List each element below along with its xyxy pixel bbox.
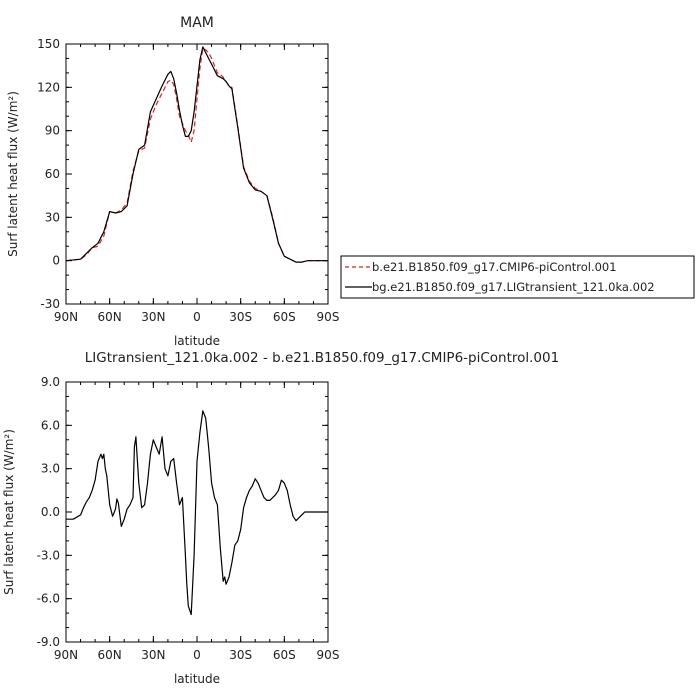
y-tick-label: 9.0 — [41, 375, 60, 389]
x-tick-label: 30S — [229, 648, 252, 662]
series-line-solid-0 — [66, 410, 328, 616]
bottom-panel-frame — [65, 381, 329, 643]
top-panel-frame — [65, 43, 329, 305]
y-tick-label: 6.0 — [41, 418, 60, 432]
legend-box — [340, 255, 695, 299]
y-tick-label: 60 — [45, 167, 60, 181]
x-tick-label: 90N — [54, 310, 78, 324]
bottom-panel-series — [66, 410, 328, 616]
y-tick-label: 30 — [45, 210, 60, 224]
x-tick-label: 90S — [317, 648, 340, 662]
top-panel-series — [65, 46, 328, 263]
x-tick-label: 30N — [141, 310, 165, 324]
x-tick-label: 0 — [193, 310, 201, 324]
bottom-panel-ylabel: Surf latent heat flux (W/m²) — [2, 429, 16, 595]
top-panel-axes: 90N 60N 30N 0 30S 60S 90S -30 0 30 60 90 120 150 — [37, 37, 339, 324]
bottom-panel: LIGtransient_121.0ka.002 - b.e21.B1850.f… — [2, 350, 559, 686]
top-panel-xlabel: latitude — [174, 334, 220, 348]
top-panel-ylabel: Surf latent heat flux (W/m²) — [6, 91, 20, 257]
x-tick-label: 30N — [141, 648, 165, 662]
y-tick-label: 3.0 — [41, 462, 60, 476]
y-tick-label: -6.0 — [37, 592, 60, 606]
y-tick-label: 0 — [52, 254, 60, 268]
bottom-panel-axes: 90N 60N 30N 0 30S 60S 90S -9.0 -6.0 -3.0 0.0 3.0 6.0… — [37, 375, 340, 662]
y-tick-label: -9.0 — [37, 635, 60, 649]
x-tick-label: 60N — [98, 310, 122, 324]
top-panel-title: MAM — [180, 15, 214, 31]
series-line-solid-1 — [65, 46, 328, 263]
legend-label-lig: bg.e21.B1850.f09_g17.LIGtransient_121.0k… — [372, 280, 655, 294]
x-tick-label: 30S — [229, 310, 252, 324]
top-panel: MAM 90N 60N 30N 0 30S 60S 90S-300306090120150 … — [6, 15, 339, 348]
x-tick-label: 90S — [317, 310, 340, 324]
y-tick-label: 150 — [37, 37, 60, 51]
bottom-panel-title: LIGtransient_121.0ka.002 - b.e21.B1850.f… — [85, 350, 559, 366]
bottom-panel-xlabel: latitude — [174, 672, 220, 686]
x-tick-label: 60N — [98, 648, 122, 662]
legend: b.e21.B1850.f09_g17.CMIP6-piControl.001 … — [340, 255, 695, 299]
y-tick-label: -3.0 — [37, 548, 60, 562]
x-tick-label: 0 — [193, 648, 201, 662]
y-tick-label: 0.0 — [41, 505, 60, 519]
y-tick-label: 90 — [45, 124, 60, 138]
x-tick-label: 60S — [273, 648, 296, 662]
legend-label-control: b.e21.B1850.f09_g17.CMIP6-piControl.001 — [372, 260, 617, 274]
bottom-panel-ylabel-text: Surf latent heat flux (W/m²) — [2, 429, 16, 595]
y-tick-label: -30 — [40, 297, 60, 311]
x-tick-label: 60S — [273, 310, 296, 324]
x-tick-label: 90N — [54, 648, 78, 662]
y-tick-label: 120 — [37, 80, 60, 94]
top-panel-ylabel-text: Surf latent heat flux (W/m²) — [6, 91, 20, 257]
series-line-dashed-0 — [65, 47, 328, 263]
